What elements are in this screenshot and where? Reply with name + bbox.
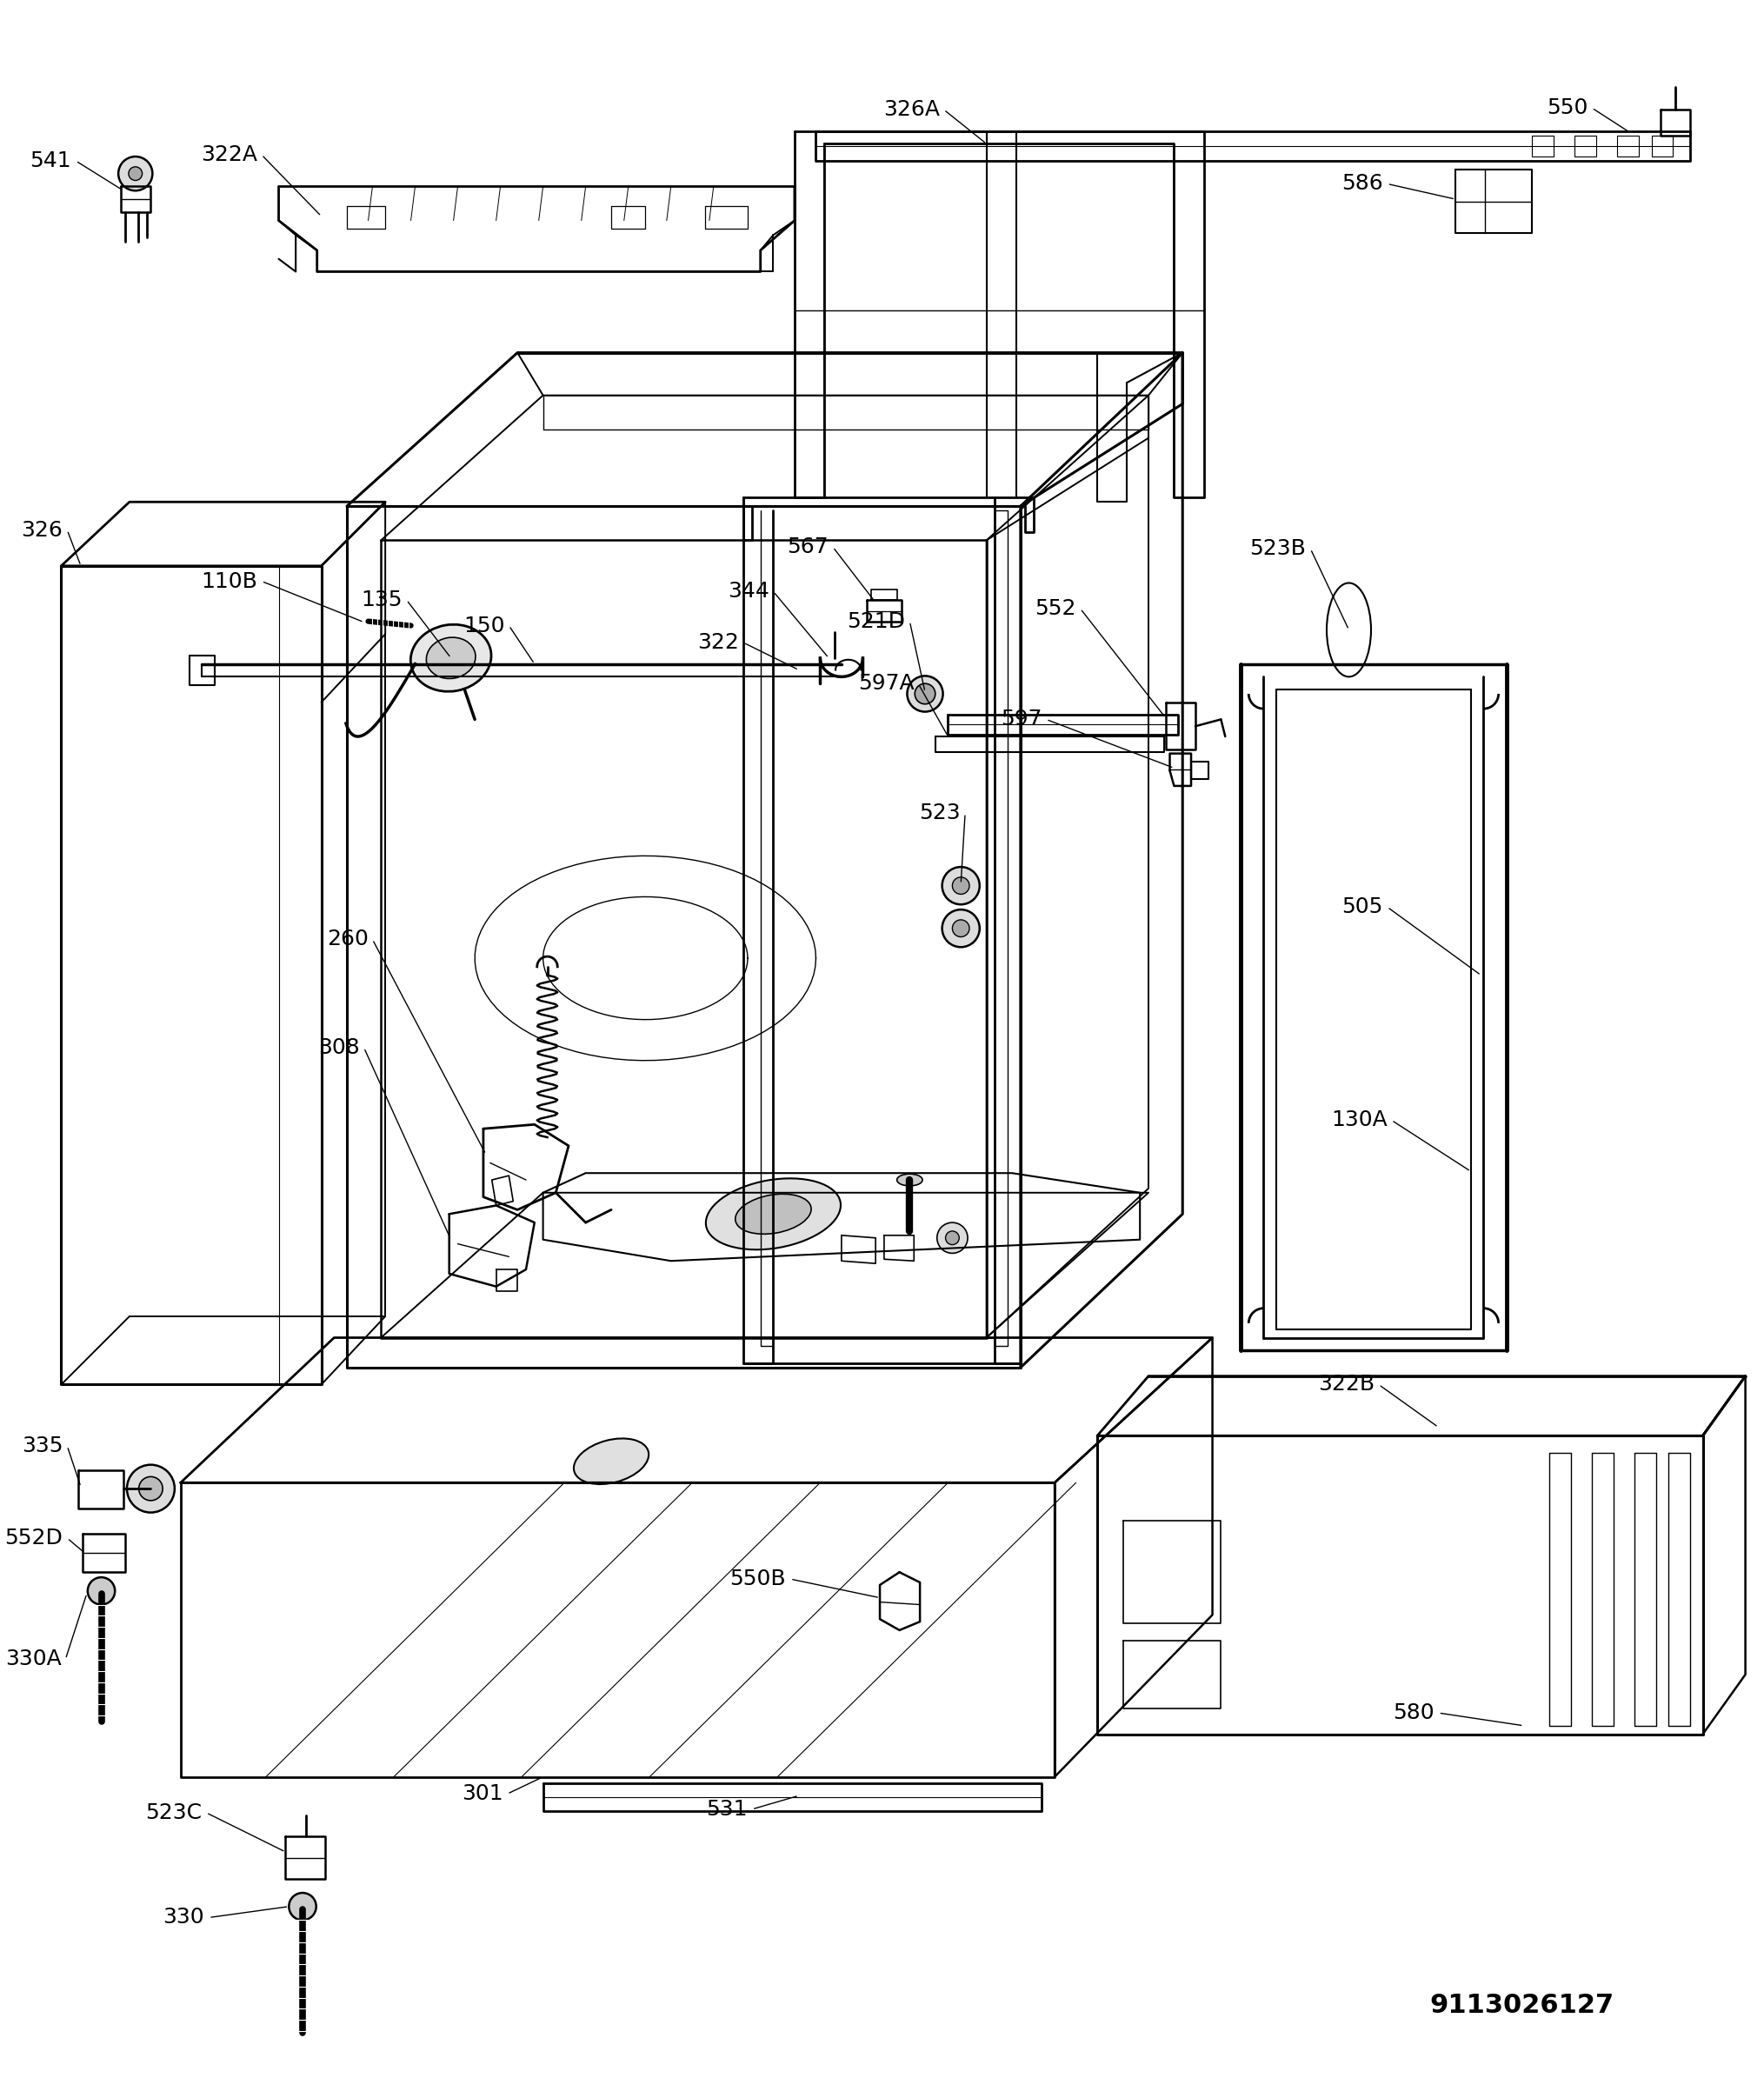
- Text: 550B: 550B: [730, 1569, 787, 1590]
- Circle shape: [937, 1223, 968, 1253]
- Text: 586: 586: [1341, 174, 1383, 195]
- Circle shape: [946, 1232, 960, 1244]
- Circle shape: [942, 866, 979, 904]
- Text: 330A: 330A: [5, 1649, 62, 1670]
- Ellipse shape: [573, 1439, 649, 1483]
- Text: 523B: 523B: [1251, 539, 1305, 560]
- Circle shape: [127, 1464, 175, 1513]
- Text: 326A: 326A: [884, 99, 940, 120]
- Circle shape: [88, 1578, 115, 1605]
- Text: 541: 541: [30, 151, 72, 172]
- Ellipse shape: [411, 625, 490, 692]
- Circle shape: [942, 911, 979, 946]
- Text: 322: 322: [697, 631, 739, 652]
- Circle shape: [953, 877, 970, 894]
- Text: 110B: 110B: [201, 571, 258, 592]
- Ellipse shape: [427, 638, 476, 678]
- Text: 150: 150: [464, 615, 505, 636]
- Circle shape: [129, 166, 143, 180]
- Text: 523C: 523C: [145, 1802, 201, 1823]
- Circle shape: [953, 919, 970, 938]
- Text: 523: 523: [919, 804, 961, 825]
- Text: 552D: 552D: [5, 1527, 64, 1548]
- Ellipse shape: [916, 684, 935, 705]
- Text: 9113026127: 9113026127: [1431, 1993, 1614, 2018]
- Text: 326: 326: [21, 520, 64, 541]
- Text: 322B: 322B: [1318, 1374, 1374, 1395]
- Circle shape: [289, 1892, 316, 1920]
- Ellipse shape: [907, 676, 944, 711]
- Text: 308: 308: [318, 1036, 360, 1057]
- Ellipse shape: [736, 1194, 811, 1234]
- Text: 335: 335: [21, 1435, 64, 1456]
- Text: 322A: 322A: [201, 145, 258, 166]
- Circle shape: [118, 157, 152, 191]
- Text: 531: 531: [706, 1798, 748, 1819]
- Text: 130A: 130A: [1332, 1110, 1387, 1131]
- Text: 597: 597: [1000, 709, 1043, 730]
- Circle shape: [139, 1477, 162, 1500]
- Text: 597A: 597A: [857, 673, 914, 694]
- Text: 567: 567: [787, 537, 829, 558]
- Text: 552: 552: [1035, 598, 1076, 619]
- Text: 505: 505: [1342, 896, 1383, 917]
- Circle shape: [425, 663, 439, 678]
- Text: 521D: 521D: [847, 611, 905, 631]
- Text: 580: 580: [1394, 1701, 1434, 1722]
- Text: 135: 135: [362, 590, 402, 611]
- Text: 550: 550: [1547, 97, 1588, 117]
- Text: 344: 344: [727, 581, 769, 602]
- Ellipse shape: [896, 1175, 923, 1185]
- Text: 330: 330: [162, 1907, 205, 1928]
- Text: 301: 301: [462, 1783, 503, 1804]
- Ellipse shape: [706, 1179, 841, 1250]
- Text: 260: 260: [326, 929, 369, 950]
